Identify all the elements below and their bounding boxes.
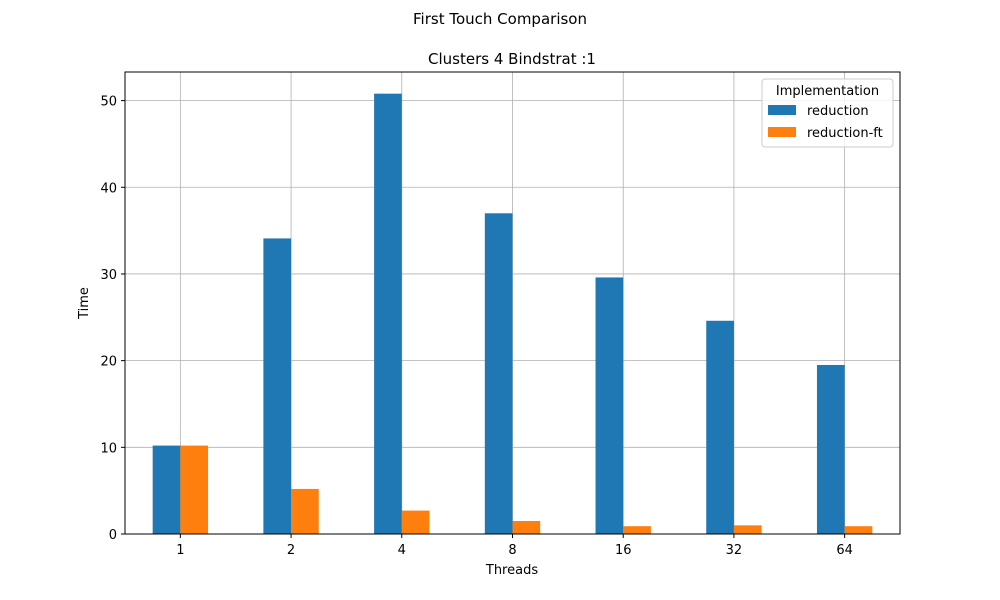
bar-reduction-16 [595,277,624,534]
legend: Implementation reduction reduction-ft [761,78,894,148]
bars [152,93,873,534]
bar-reduction-ft-1 [180,445,209,534]
bar-reduction-64 [816,364,845,534]
axis-ticks: 0 10 20 30 40 50 1 2 4 8 16 32 64 [100,95,852,558]
bar-reduction-8 [484,213,513,534]
x-tick-label: 4 [398,543,406,558]
x-tick-label: 32 [726,543,743,558]
x-tick-label: 1 [176,543,184,558]
bar-reduction-32 [706,320,734,534]
y-tick-label: 10 [100,441,117,456]
y-tick-label: 40 [100,181,117,196]
x-tick-label: 8 [508,543,516,558]
bar-reduction-ft-64 [844,526,873,534]
y-tick-label: 20 [100,355,117,370]
x-tick-label: 64 [836,543,853,558]
bar-reduction-ft-4 [401,510,430,534]
legend-title: Implementation [776,84,879,99]
y-tick-label: 30 [100,268,117,283]
y-axis-label: Time [77,287,92,320]
bar-reduction-ft-16 [623,526,651,534]
y-tick-label: 0 [109,528,117,543]
bar-reduction-ft-8 [512,520,541,534]
x-tick-label: 2 [287,543,295,558]
bar-reduction-ft-32 [733,525,762,534]
legend-swatch-reduction [768,105,796,115]
bar-reduction-2 [263,238,292,534]
bar-reduction-ft-2 [291,488,319,534]
legend-label-reduction-ft: reduction-ft [807,126,883,141]
chart-title: Clusters 4 Bindstrat :1 [428,50,596,68]
legend-swatch-reduction-ft [768,127,796,137]
bar-reduction-1 [152,445,181,534]
y-tick-label: 50 [100,95,117,110]
bar-reduction-4 [374,93,402,534]
x-axis-label: Threads [485,563,538,578]
x-tick-label: 16 [615,543,632,558]
legend-label-reduction: reduction [807,104,869,119]
chart-suptitle: First Touch Comparison [413,10,587,28]
